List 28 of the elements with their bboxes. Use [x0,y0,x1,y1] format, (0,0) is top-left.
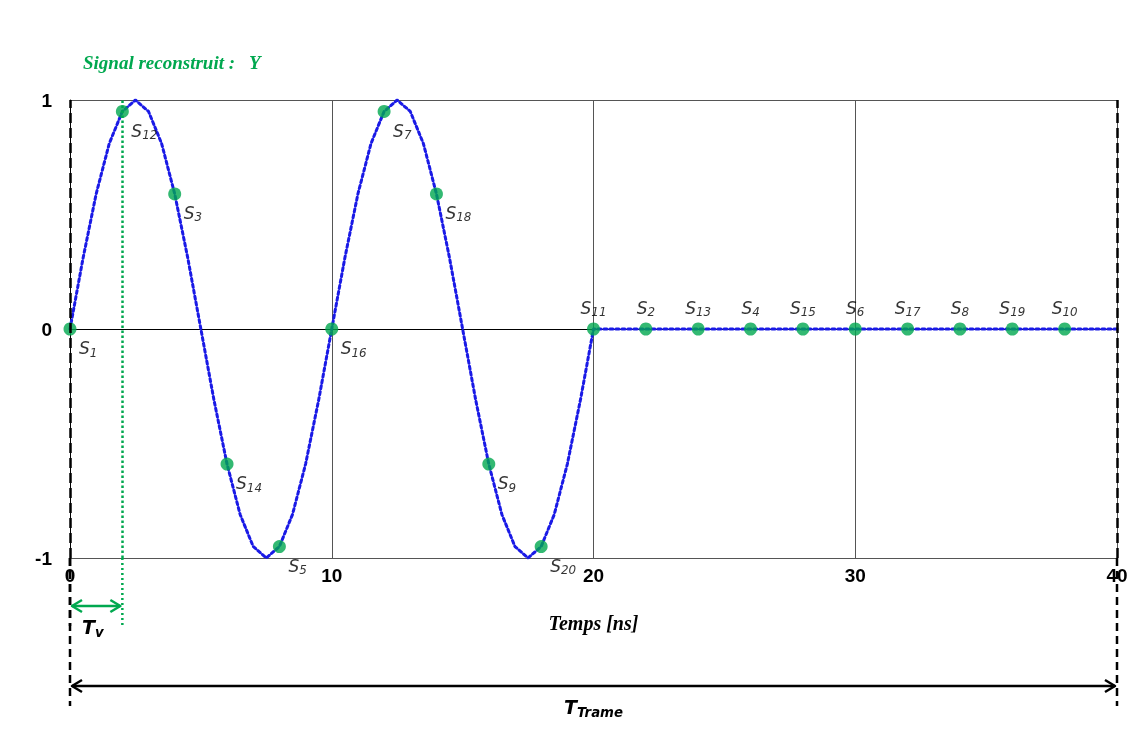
x-tick-label: 40 [1106,565,1128,586]
x-tick-label: 0 [64,565,76,586]
point [168,187,182,201]
point [691,322,705,336]
point [639,322,653,336]
chart-title: Signal reconstruit : Y [83,52,263,73]
y-tick-label: -1 [35,547,53,569]
point [377,104,391,118]
point [901,322,915,336]
x-axis-title: Temps [ns] [548,612,639,635]
x-tick-label: 20 [582,565,605,586]
x-tick-label: 30 [844,565,866,586]
x-tick-label: 10 [321,565,343,586]
point [848,322,862,336]
point [953,322,967,336]
point [272,540,286,554]
point [482,457,496,471]
point [429,187,443,201]
point [534,540,548,554]
point [325,322,339,336]
y-tick-label: 0 [41,318,52,340]
point [587,322,600,336]
point [220,457,234,471]
point [1058,322,1072,336]
point [744,322,758,336]
y-tick-label: 1 [41,89,53,111]
point [796,322,810,336]
point [1005,322,1019,336]
